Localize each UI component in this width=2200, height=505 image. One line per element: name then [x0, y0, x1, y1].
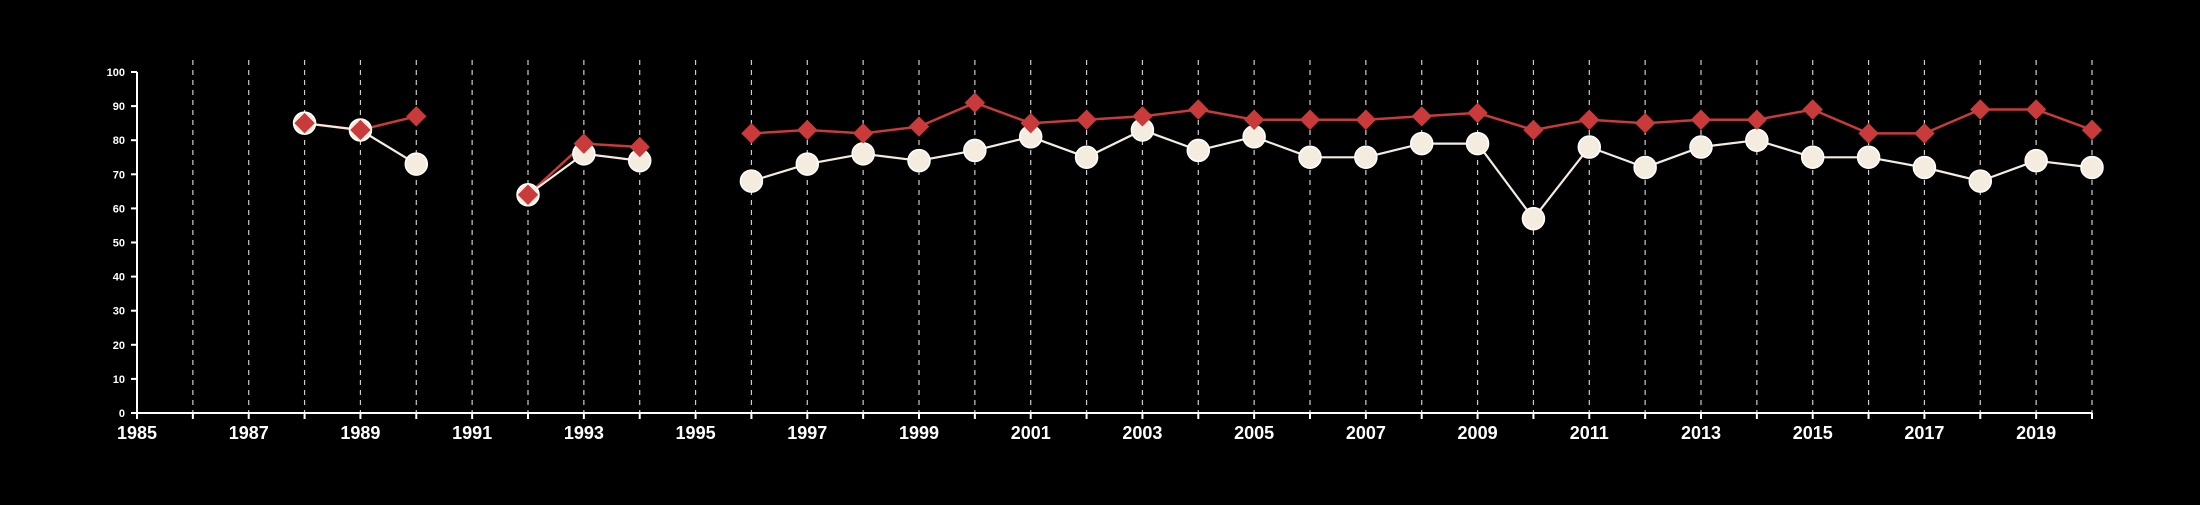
point-white-1997	[795, 152, 820, 176]
x-tick-label-1997: 1997	[787, 423, 827, 443]
point-white-2019	[2024, 148, 2048, 173]
point-red-2007	[1355, 109, 1377, 130]
x-tick-label-2001: 2001	[1011, 423, 1051, 443]
y-tick-label-30: 30	[113, 306, 125, 318]
point-white-1998	[851, 142, 875, 166]
point-red-1996	[741, 123, 762, 144]
point-white-2011	[1577, 135, 1602, 159]
y-tick-label-60: 60	[113, 203, 125, 215]
x-tick-label-1991: 1991	[452, 423, 492, 443]
point-red-2003	[1132, 106, 1153, 127]
point-red-2006	[1299, 109, 1321, 130]
point-white-2009	[1465, 131, 1490, 156]
point-red-1994	[629, 136, 650, 158]
point-white-2008	[1409, 131, 1434, 156]
point-red-1993	[573, 133, 595, 154]
point-red-2019	[2025, 99, 2047, 120]
point-red-2009	[1467, 102, 1488, 124]
point-red-2012	[1634, 112, 1656, 134]
point-red-2015	[1802, 99, 1823, 120]
x-tick-label-2009: 2009	[1458, 423, 1498, 443]
point-white-2012	[1633, 155, 1657, 180]
point-white-1996	[739, 169, 764, 193]
x-tick-label-2003: 2003	[1122, 423, 1162, 443]
point-red-2004	[1188, 99, 1209, 120]
point-white-2017	[1912, 155, 1937, 180]
point-white-2013	[1689, 135, 1713, 159]
x-tick-label-1993: 1993	[564, 423, 604, 443]
point-red-2011	[1579, 109, 1600, 130]
y-tick-label-0: 0	[119, 408, 125, 420]
point-white-2010	[1521, 206, 1546, 231]
point-red-2016	[1858, 123, 1879, 144]
point-white-2016	[1856, 145, 1881, 169]
y-tick-label-20: 20	[113, 340, 125, 352]
point-white-2015	[1800, 145, 1825, 169]
point-red-2010	[1523, 119, 1544, 141]
point-white-2007	[1354, 145, 1378, 169]
y-tick-label-90: 90	[113, 101, 125, 113]
point-red-2005	[1243, 109, 1265, 130]
y-tick-label-80: 80	[113, 135, 125, 147]
x-tick-label-1989: 1989	[340, 423, 380, 443]
y-tick-label-40: 40	[113, 272, 125, 284]
y-tick-label-70: 70	[113, 169, 125, 181]
point-red-2014	[1746, 109, 1768, 130]
x-tick-label-1985: 1985	[117, 423, 157, 443]
x-tick-label-1999: 1999	[899, 423, 939, 443]
point-white-2018	[1968, 169, 1993, 193]
x-tick-label-2013: 2013	[1681, 423, 1721, 443]
point-white-2004	[1186, 138, 1211, 163]
x-tick-label-2005: 2005	[1234, 423, 1274, 443]
point-white-1999	[907, 148, 931, 173]
y-tick-label-100: 100	[107, 67, 125, 79]
grid-lines	[192, 60, 2093, 413]
point-red-1989	[350, 119, 371, 141]
point-white-2000	[963, 138, 987, 163]
point-red-2002	[1076, 109, 1097, 130]
series-group	[292, 92, 2104, 231]
point-white-2006	[1298, 145, 1322, 169]
x-tick-label-2007: 2007	[1346, 423, 1386, 443]
x-tick-label-2019: 2019	[2016, 423, 2056, 443]
axes: 1985 1987 1989 1991 1993 1995 1997 1999 2001 2003…	[107, 67, 2093, 443]
x-tick-label-2017: 2017	[1904, 423, 1944, 443]
point-red-1997	[797, 119, 818, 141]
point-red-1992	[517, 184, 539, 205]
point-red-1998	[852, 123, 874, 144]
point-red-1988	[294, 112, 315, 134]
point-red-2008	[1411, 106, 1432, 127]
point-white-1990	[404, 152, 429, 176]
x-tick-label-2011: 2011	[1570, 423, 1609, 443]
point-red-2018	[1970, 99, 1991, 120]
y-tick-label-10: 10	[113, 374, 125, 386]
point-red-1990	[406, 106, 427, 127]
x-tick-label-1995: 1995	[676, 423, 716, 443]
point-red-2000	[964, 92, 986, 113]
y-tick-label-50: 50	[113, 238, 125, 250]
point-red-1999	[908, 116, 930, 137]
x-tick-label-1987: 1987	[229, 423, 269, 443]
point-red-2013	[1690, 109, 1712, 130]
point-red-2020	[2081, 119, 2103, 141]
x-tick-label-2015: 2015	[1793, 423, 1833, 443]
point-white-2020	[2080, 155, 2104, 180]
point-red-2001	[1020, 112, 1041, 134]
point-white-2014	[1745, 128, 1769, 152]
point-red-2017	[1914, 123, 1935, 144]
point-white-2002	[1074, 145, 1099, 169]
